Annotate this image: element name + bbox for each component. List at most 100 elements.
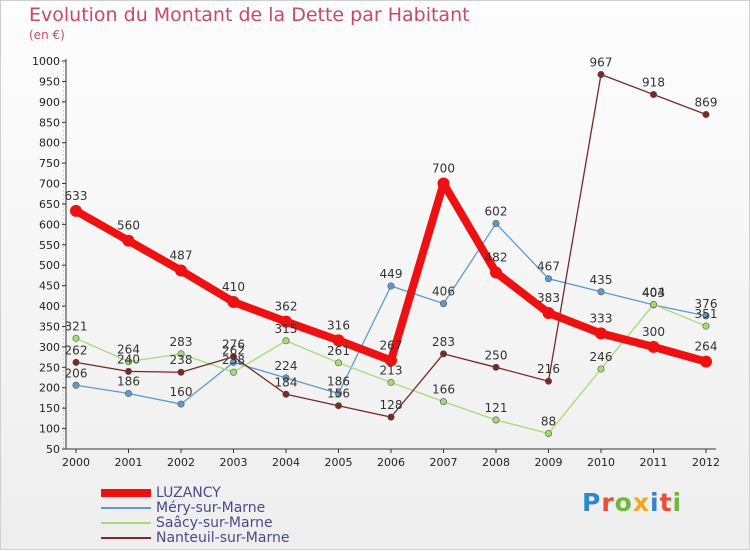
y-tick-label: 600 (39, 218, 60, 231)
data-label-mery-sur-marne: 186 (117, 374, 140, 388)
data-point-mery-sur-marne (282, 374, 290, 382)
data-point-saacy-sur-marne (387, 378, 395, 386)
data-label-saacy-sur-marne: 166 (432, 383, 455, 397)
legend-swatch (101, 507, 151, 509)
data-point-saacy-sur-marne (177, 350, 185, 358)
y-tick-label: 250 (39, 361, 60, 374)
data-point-nanteuil-sur-marne (387, 413, 395, 421)
y-tick-label: 1000 (32, 55, 60, 68)
data-label-saacy-sur-marne: 315 (275, 322, 298, 336)
legend-swatch (101, 537, 151, 539)
legend-label: Saâcy-sur-Marne (156, 515, 273, 531)
data-label-nanteuil-sur-marne: 128 (380, 398, 403, 412)
data-point-nanteuil-sur-marne (544, 377, 552, 385)
data-label-mery-sur-marne: 602 (485, 205, 508, 219)
data-point-nanteuil-sur-marne (492, 363, 500, 371)
data-label-luzancy: 333 (590, 311, 613, 325)
y-tick-label: 950 (39, 75, 60, 88)
proxiti-logo: Proxiti (582, 488, 683, 517)
data-label-luzancy: 633 (65, 189, 88, 203)
data-label-luzancy: 700 (432, 162, 455, 176)
legend-label: Nanteuil-sur-Marne (156, 530, 290, 546)
data-label-mery-sur-marne: 435 (590, 273, 613, 287)
data-point-saacy-sur-marne (125, 358, 133, 366)
data-label-nanteuil-sur-marne: 869 (695, 96, 718, 110)
x-tick-label: 2004 (272, 456, 300, 469)
data-point-saacy-sur-marne (649, 300, 657, 308)
data-label-mery-sur-marne: 403 (642, 286, 665, 300)
data-label-saacy-sur-marne: 404 (642, 285, 665, 299)
y-axis-dots (63, 62, 64, 448)
data-point-nanteuil-sur-marne (702, 111, 710, 119)
data-point-mery-sur-marne (72, 381, 80, 389)
data-point-saacy-sur-marne (544, 429, 552, 437)
x-tick-label: 2005 (325, 456, 353, 469)
data-point-mery-sur-marne (439, 300, 447, 308)
x-tick-label: 2007 (430, 456, 458, 469)
data-label-saacy-sur-marne: 121 (485, 401, 508, 415)
data-label-luzancy: 264 (695, 340, 718, 354)
data-label-saacy-sur-marne: 246 (590, 350, 613, 364)
data-label-nanteuil-sur-marne: 240 (117, 352, 140, 366)
data-point-luzancy (437, 177, 450, 190)
y-tick-label: 50 (46, 443, 60, 456)
x-tick-label: 2003 (220, 456, 248, 469)
x-tick-label: 2012 (692, 456, 720, 469)
data-label-saacy-sur-marne: 213 (380, 363, 403, 377)
data-point-nanteuil-sur-marne (282, 390, 290, 398)
data-label-nanteuil-sur-marne: 156 (327, 387, 350, 401)
data-label-mery-sur-marne: 406 (432, 285, 455, 299)
data-point-saacy-sur-marne (72, 334, 80, 342)
data-point-saacy-sur-marne (282, 337, 290, 345)
data-label-mery-sur-marne: 376 (695, 297, 718, 311)
data-point-mery-sur-marne (387, 282, 395, 290)
data-label-luzancy: 482 (485, 251, 508, 265)
data-point-luzancy (70, 204, 82, 217)
y-tick-label: 450 (39, 280, 60, 293)
x-tick-label: 2000 (62, 456, 90, 469)
y-tick-label: 350 (39, 320, 60, 333)
data-label-nanteuil-sur-marne: 238 (170, 353, 193, 367)
data-point-nanteuil-sur-marne (649, 90, 657, 98)
data-label-saacy-sur-marne: 321 (65, 319, 88, 333)
data-label-saacy-sur-marne: 261 (327, 344, 350, 358)
data-label-saacy-sur-marne: 351 (695, 307, 718, 321)
data-label-luzancy: 362 (275, 300, 298, 314)
data-label-luzancy: 267 (380, 338, 403, 352)
data-label-saacy-sur-marne: 238 (222, 353, 245, 367)
data-point-saacy-sur-marne (334, 359, 342, 367)
data-label-luzancy: 316 (327, 318, 350, 332)
y-tick-label: 550 (39, 239, 60, 252)
data-point-luzancy (542, 306, 555, 319)
data-label-saacy-sur-marne: 88 (541, 414, 556, 428)
y-tick-label: 400 (39, 300, 60, 313)
x-tick-label: 2011 (640, 456, 668, 469)
data-point-nanteuil-sur-marne (177, 368, 185, 376)
data-label-mery-sur-marne: 449 (380, 267, 403, 281)
data-point-mery-sur-marne (334, 389, 342, 397)
y-tick-label: 150 (39, 402, 60, 415)
y-tick-label: 100 (39, 423, 60, 436)
data-label-luzancy: 560 (117, 219, 140, 233)
data-label-nanteuil-sur-marne: 918 (642, 75, 665, 89)
legend-label: LUZANCY (156, 485, 221, 501)
y-tick-label: 300 (39, 341, 60, 354)
y-tick-label: 900 (39, 96, 60, 109)
chart-title: Evolution du Montant de la Dette par Hab… (29, 4, 470, 26)
data-point-luzancy (490, 266, 502, 279)
data-point-saacy-sur-marne (702, 322, 710, 330)
data-point-mery-sur-marne (177, 400, 185, 408)
data-label-luzancy: 410 (222, 280, 245, 294)
data-label-mery-sur-marne: 467 (537, 260, 560, 274)
data-label-nanteuil-sur-marne: 967 (590, 55, 613, 69)
chart-unit: (en €) (29, 28, 65, 42)
data-point-nanteuil-sur-marne (597, 70, 605, 78)
y-tick-label: 650 (39, 198, 60, 211)
data-point-nanteuil-sur-marne (72, 358, 80, 366)
data-point-luzancy (175, 264, 187, 277)
data-point-luzancy (227, 295, 240, 308)
data-point-mery-sur-marne (492, 220, 500, 228)
data-label-nanteuil-sur-marne: 216 (537, 362, 560, 376)
